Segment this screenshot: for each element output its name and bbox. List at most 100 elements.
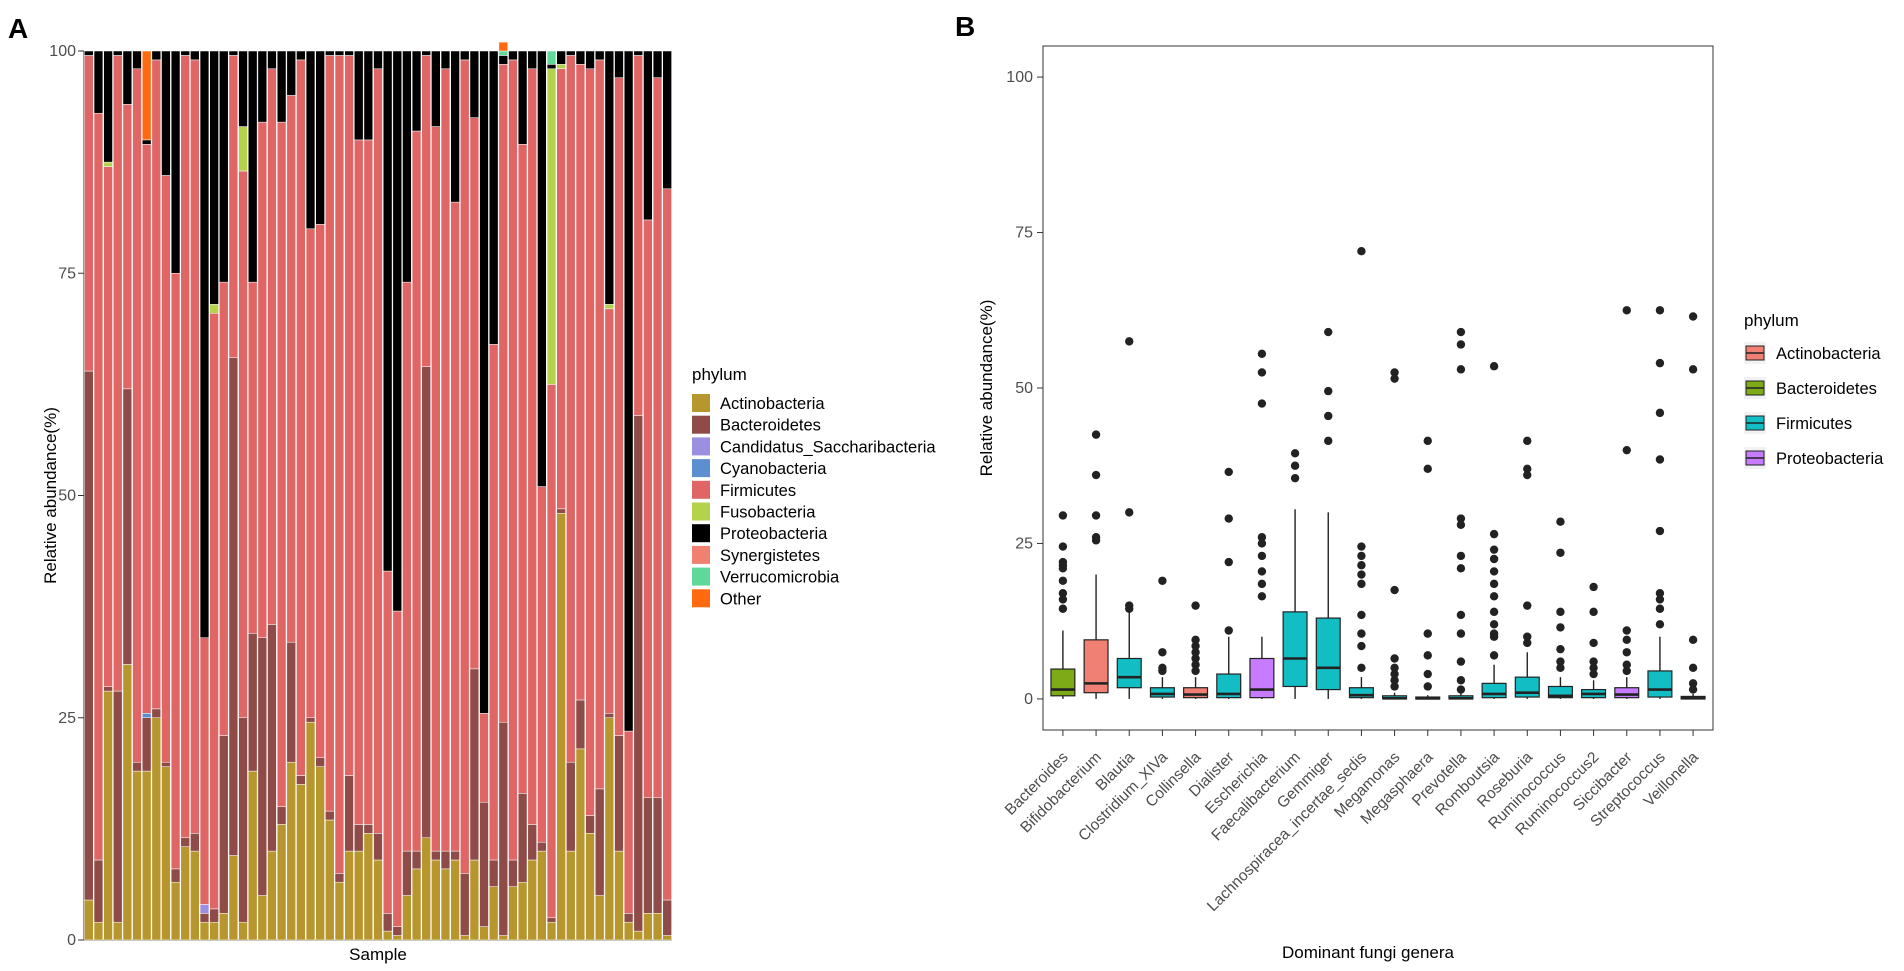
legend-key xyxy=(1744,342,1766,364)
bar-segment xyxy=(190,50,200,61)
outlier-point xyxy=(1357,610,1366,620)
outlier-point xyxy=(1489,592,1499,601)
outlier-point xyxy=(1655,604,1665,613)
bar-segment xyxy=(363,833,374,941)
outlier-point xyxy=(1091,430,1101,439)
bar-segment xyxy=(585,68,595,816)
box xyxy=(1050,668,1076,697)
bar-segment xyxy=(537,850,547,941)
y-tick-label: 50 xyxy=(1015,380,1033,397)
bar-segment xyxy=(354,824,364,852)
bar-segment xyxy=(373,68,383,834)
bar-segment xyxy=(604,304,615,310)
bar-segment xyxy=(113,690,123,923)
bar-segment xyxy=(450,850,460,861)
bar-segment xyxy=(546,917,557,923)
outlier-point xyxy=(1125,601,1134,610)
outlier-point xyxy=(1622,445,1631,455)
legend-swatch xyxy=(692,567,710,586)
legend-label: Proteobacteria xyxy=(1776,450,1884,468)
outlier-point xyxy=(1257,368,1267,377)
bar-segment xyxy=(556,50,566,65)
bar-segment xyxy=(141,770,152,941)
outlier-point xyxy=(1290,449,1300,458)
bar-segment xyxy=(151,59,161,710)
outlier-point xyxy=(1324,411,1333,421)
outlier-point xyxy=(1456,629,1466,638)
outlier-point xyxy=(1655,589,1665,598)
bar-segment xyxy=(614,850,624,941)
bar-segment xyxy=(498,721,508,936)
bar-segment xyxy=(595,788,605,896)
bar-segment xyxy=(431,850,441,861)
bar-segment xyxy=(440,868,451,941)
legend-swatch xyxy=(692,545,710,564)
bar-segment xyxy=(440,850,451,870)
bar-segment xyxy=(604,50,615,305)
bar-segment xyxy=(180,55,190,839)
bar-segment xyxy=(604,308,615,714)
outlier-point xyxy=(1622,306,1631,315)
bar-segment xyxy=(652,50,663,78)
bar-segment xyxy=(662,935,672,941)
bar-segment xyxy=(479,926,489,941)
bar-segment xyxy=(460,935,470,941)
outlier-point xyxy=(1423,629,1432,638)
outlier-point xyxy=(1257,399,1267,408)
bar-segment xyxy=(122,664,133,941)
bar-segment xyxy=(402,281,412,852)
outlier-point xyxy=(1390,669,1399,679)
bar-segment xyxy=(296,50,306,61)
bar-segment xyxy=(199,921,210,941)
bar-segment xyxy=(209,908,219,923)
outlier-point xyxy=(1556,607,1565,617)
outlier-point xyxy=(1489,362,1499,371)
bar-segment xyxy=(209,304,219,314)
bar-segment xyxy=(508,886,518,941)
bar-segment xyxy=(479,801,489,927)
outlier-point xyxy=(1489,579,1499,589)
legend-swatch xyxy=(692,480,710,499)
legend-label: Verrucomicrobia xyxy=(720,569,840,587)
bar-segment xyxy=(460,50,470,61)
outlier-point xyxy=(1456,676,1466,685)
bar-segment xyxy=(431,126,441,852)
outlier-point xyxy=(1257,567,1267,576)
boxplot-chart: 0255075100BacteroidesBifidobacteriumBlau… xyxy=(977,45,1884,962)
bar-segment xyxy=(595,895,605,941)
bar-segment xyxy=(546,64,557,70)
bar-segment xyxy=(228,50,239,56)
outlier-point xyxy=(1390,682,1399,691)
outlier-point xyxy=(1622,626,1631,635)
outlier-point xyxy=(1456,327,1466,337)
bar-segment xyxy=(276,806,287,825)
legend-label: Proteobacteria xyxy=(720,525,828,543)
outlier-point xyxy=(1688,365,1698,374)
bar-segment xyxy=(450,859,460,941)
outlier-point xyxy=(1191,601,1200,610)
bar-segment xyxy=(132,761,142,772)
outlier-point xyxy=(1257,349,1267,358)
bar-segment xyxy=(508,859,518,887)
bar-segment xyxy=(402,895,412,941)
outlier-point xyxy=(1655,455,1665,464)
y-tick-label: 75 xyxy=(1015,225,1033,242)
bar-segment xyxy=(623,913,634,923)
outlier-point xyxy=(1290,461,1300,470)
outlier-point xyxy=(1357,629,1366,638)
bar-segment xyxy=(382,913,393,932)
legend-label: Cyanobacteria xyxy=(720,460,827,478)
bar-segment xyxy=(315,766,325,941)
box xyxy=(1216,673,1242,699)
outlier-point xyxy=(1390,676,1399,685)
legend-label: Candidatus_Saccharibacteria xyxy=(720,438,936,456)
bar-segment xyxy=(411,850,422,870)
outlier-point xyxy=(1655,408,1665,418)
outlier-point xyxy=(1158,663,1167,673)
bar-segment xyxy=(276,50,287,123)
bar-segment xyxy=(354,850,364,941)
outlier-point xyxy=(1224,626,1233,635)
bar-segment xyxy=(392,926,402,936)
bar-segment xyxy=(344,55,354,776)
bar-segment xyxy=(286,50,296,96)
